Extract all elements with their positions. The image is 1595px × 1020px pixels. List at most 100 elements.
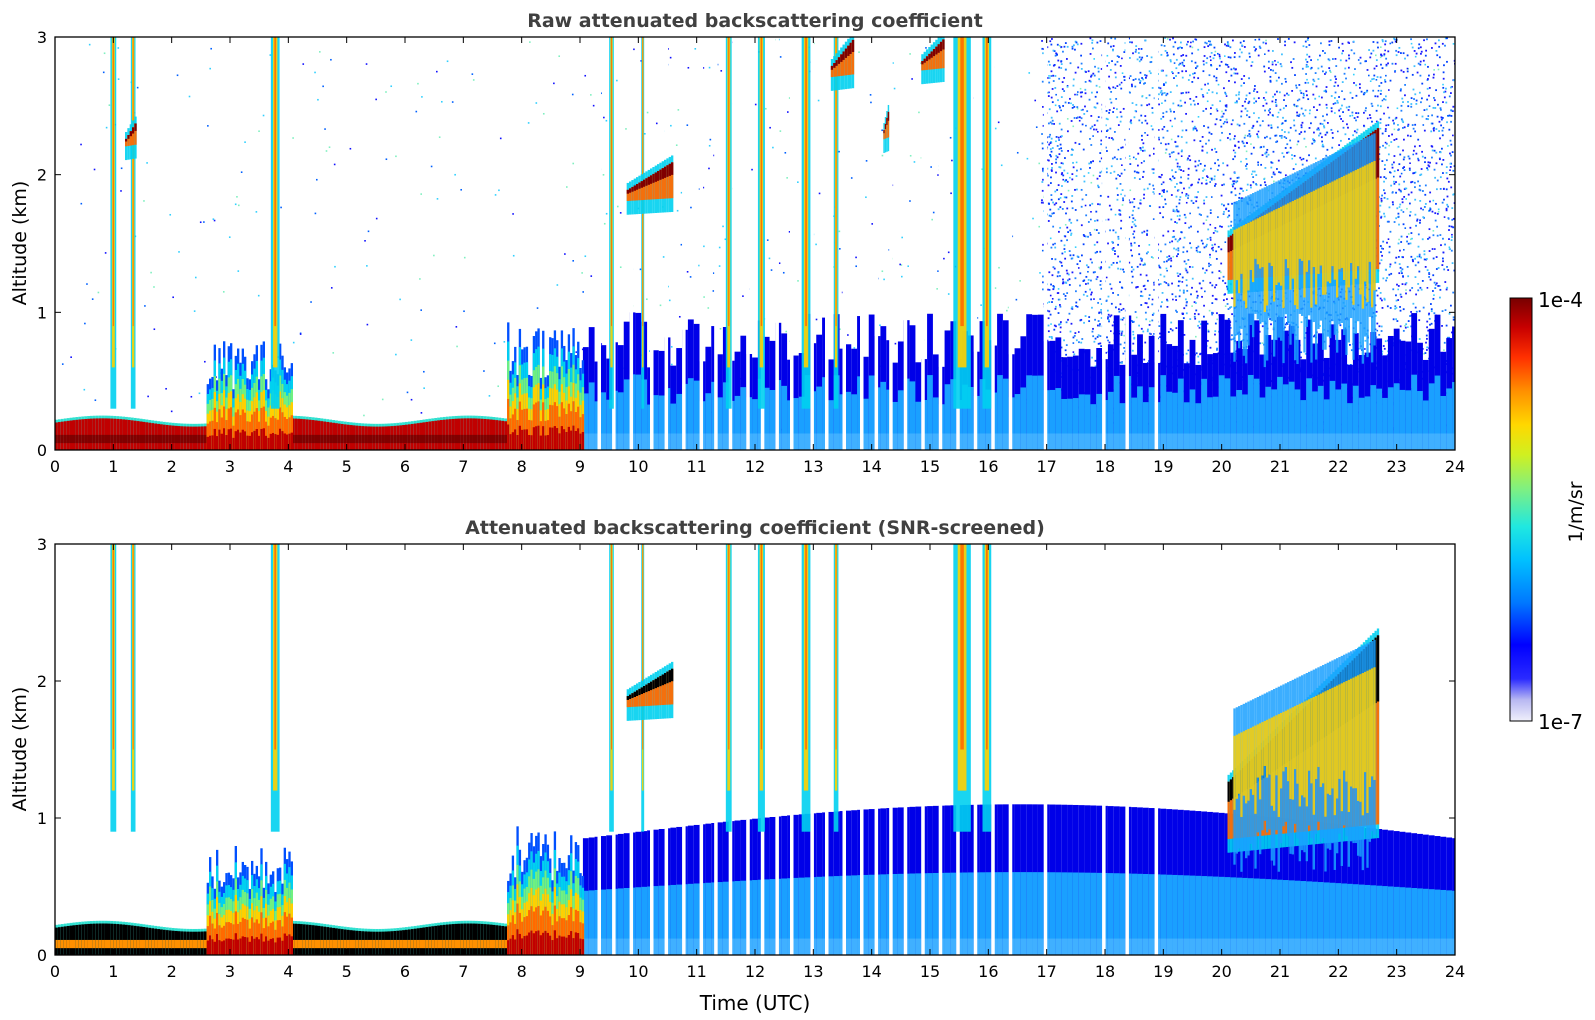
noise-pixel <box>1364 348 1366 350</box>
noise-pixel <box>1302 45 1305 48</box>
noise-pixel <box>1415 293 1417 296</box>
noise-pixel <box>1146 234 1148 236</box>
noise-pixel <box>1406 67 1409 70</box>
noise-pixel <box>302 63 305 65</box>
noise-pixel <box>1233 67 1235 70</box>
noise-pixel <box>1287 38 1290 40</box>
noise-pixel <box>1086 295 1089 297</box>
noise-pixel <box>1386 277 1388 279</box>
noise-pixel <box>1135 103 1138 106</box>
noise-pixel <box>1399 325 1402 328</box>
noise-pixel <box>1378 158 1381 161</box>
noise-pixel <box>1209 346 1212 349</box>
noise-pixel <box>1130 122 1133 125</box>
noise-pixel <box>605 119 608 122</box>
noise-pixel <box>1450 331 1453 334</box>
noise-pixel <box>1088 98 1091 101</box>
noise-pixel <box>1050 335 1053 338</box>
noise-pixel <box>1305 90 1308 93</box>
noise-pixel <box>1147 306 1150 309</box>
noise-pixel <box>1094 337 1097 340</box>
noise-pixel <box>1433 149 1436 152</box>
noise-pixel <box>1132 268 1135 271</box>
noise-pixel <box>1252 146 1255 149</box>
noise-pixel <box>1164 37 1167 39</box>
noise-pixel <box>1258 330 1261 333</box>
noise-pixel <box>1196 65 1199 68</box>
noise-pixel <box>1195 95 1198 98</box>
noise-pixel <box>1050 198 1053 201</box>
noise-pixel <box>788 231 791 233</box>
noise-pixel <box>1019 280 1021 282</box>
noise-pixel <box>1074 71 1077 74</box>
noise-pixel <box>1203 246 1206 249</box>
noise-pixel <box>1112 261 1115 264</box>
noise-pixel <box>1207 329 1210 332</box>
noise-pixel <box>1120 115 1123 118</box>
noise-pixel <box>1387 153 1390 156</box>
noise-pixel <box>1303 130 1306 133</box>
noise-pixel <box>1410 97 1413 100</box>
noise-pixel <box>1339 139 1342 142</box>
noise-pixel <box>1199 323 1202 326</box>
noise-pixel <box>1267 114 1270 116</box>
noise-pixel <box>1091 39 1094 42</box>
noise-pixel <box>1420 97 1423 100</box>
noise-pixel <box>1108 75 1111 78</box>
noise-pixel <box>1174 141 1177 143</box>
noise-pixel <box>1245 157 1248 160</box>
noise-pixel <box>1387 106 1389 109</box>
noise-pixel <box>1052 212 1055 215</box>
noise-pixel <box>1082 108 1084 111</box>
noise-pixel <box>406 391 409 394</box>
noise-pixel <box>1388 245 1391 248</box>
noise-pixel <box>1317 127 1320 130</box>
noise-pixel <box>1146 187 1149 190</box>
noise-pixel <box>188 95 191 98</box>
noise-pixel <box>1380 53 1382 56</box>
noise-pixel <box>1313 334 1316 337</box>
noise-pixel <box>1422 190 1424 192</box>
noise-pixel <box>1128 261 1131 264</box>
noise-pixel <box>1109 315 1112 318</box>
noise-pixel <box>1338 144 1341 147</box>
noise-pixel <box>1442 237 1444 240</box>
noise-pixel <box>817 99 820 102</box>
noise-pixel <box>616 79 618 82</box>
noise-pixel <box>1123 270 1125 273</box>
noise-pixel <box>1428 105 1431 107</box>
noise-pixel <box>1452 79 1455 82</box>
noise-pixel <box>1079 168 1082 171</box>
noise-pixel <box>415 110 418 113</box>
noise-pixel <box>1262 97 1265 99</box>
noise-pixel <box>1388 273 1391 276</box>
noise-pixel <box>1054 258 1057 261</box>
noise-pixel <box>1046 77 1049 79</box>
noise-pixel <box>1145 76 1147 79</box>
noise-pixel <box>1263 65 1266 68</box>
noise-pixel <box>1163 83 1165 86</box>
noise-pixel <box>1163 44 1166 47</box>
noise-pixel <box>1084 105 1086 108</box>
noise-pixel <box>1372 89 1375 92</box>
noise-pixel <box>1177 189 1180 191</box>
noise-pixel <box>1210 133 1213 135</box>
noise-pixel <box>1428 273 1431 275</box>
noise-pixel <box>1405 187 1408 190</box>
noise-pixel <box>1231 202 1233 205</box>
noise-pixel <box>590 94 592 96</box>
noise-pixel <box>1208 265 1210 268</box>
noise-pixel <box>1214 286 1216 289</box>
noise-pixel <box>1196 296 1199 299</box>
noise-pixel <box>1417 245 1420 248</box>
noise-pixel <box>1354 68 1356 70</box>
noise-pixel <box>1110 330 1112 332</box>
noise-pixel <box>1438 56 1441 59</box>
noise-pixel <box>178 251 180 253</box>
noise-pixel <box>1116 198 1119 201</box>
noise-pixel <box>1123 168 1126 171</box>
noise-pixel <box>1052 74 1055 77</box>
noise-pixel <box>1370 52 1373 55</box>
noise-pixel <box>1255 183 1257 185</box>
noise-pixel <box>1215 250 1218 253</box>
